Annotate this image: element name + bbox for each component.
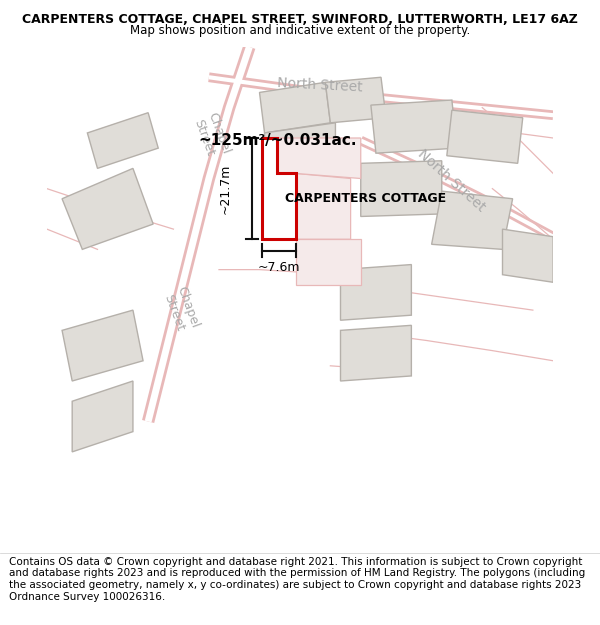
Polygon shape	[447, 110, 523, 163]
Polygon shape	[371, 100, 457, 153]
Polygon shape	[325, 78, 386, 122]
Polygon shape	[361, 161, 442, 216]
Text: North Street: North Street	[277, 76, 364, 94]
Text: Map shows position and indicative extent of the property.: Map shows position and indicative extent…	[130, 24, 470, 36]
Polygon shape	[265, 122, 335, 179]
Text: ~21.7m: ~21.7m	[218, 163, 232, 214]
Polygon shape	[88, 112, 158, 168]
Text: ~125m²/~0.031ac.: ~125m²/~0.031ac.	[199, 133, 357, 148]
Text: CARPENTERS COTTAGE, CHAPEL STREET, SWINFORD, LUTTERWORTH, LE17 6AZ: CARPENTERS COTTAGE, CHAPEL STREET, SWINF…	[22, 13, 578, 26]
Polygon shape	[277, 138, 361, 179]
Text: Chapel
Street: Chapel Street	[191, 110, 232, 161]
Text: Chapel
Street: Chapel Street	[160, 285, 202, 336]
Polygon shape	[72, 381, 133, 452]
Polygon shape	[296, 173, 350, 239]
Polygon shape	[262, 138, 296, 239]
Text: ~7.6m: ~7.6m	[257, 261, 300, 274]
Text: CARPENTERS COTTAGE: CARPENTERS COTTAGE	[285, 192, 446, 205]
Polygon shape	[260, 82, 331, 133]
Polygon shape	[340, 325, 412, 381]
Text: Contains OS data © Crown copyright and database right 2021. This information is : Contains OS data © Crown copyright and d…	[9, 557, 585, 601]
Text: North Street: North Street	[415, 148, 488, 215]
Polygon shape	[296, 239, 361, 285]
Polygon shape	[503, 229, 553, 282]
Polygon shape	[340, 264, 412, 320]
Polygon shape	[431, 191, 512, 249]
Polygon shape	[62, 310, 143, 381]
Polygon shape	[62, 168, 153, 249]
